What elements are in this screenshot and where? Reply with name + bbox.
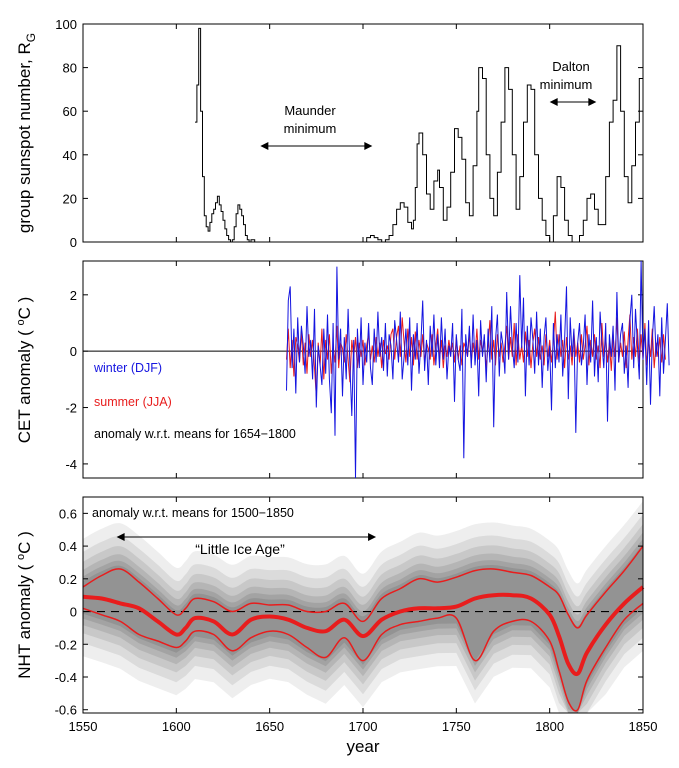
arrow-head-left xyxy=(116,533,125,541)
lia-label: “Little Ice Age” xyxy=(195,541,285,557)
y-tick-label: 40 xyxy=(63,148,77,163)
ensemble-band xyxy=(83,514,643,713)
y-tick-label: -0.2 xyxy=(55,637,77,652)
sunspot-y-ticks: 0 20 40 60 80 100 xyxy=(55,17,643,250)
nht-lower-bound-line xyxy=(82,602,644,712)
cet-panel: -4 -2 0 2 CET anomaly ( oC ) winter (DJF) s… xyxy=(15,260,670,479)
ensemble-band xyxy=(83,543,643,713)
nht-upper-bound-line xyxy=(82,545,644,629)
arrow-head-right xyxy=(588,98,597,106)
nht-panel: -0.6-0.4-0.200.20.40.6 1550 1600 1650 1700 1… xyxy=(15,496,658,756)
x-tick-label: 1850 xyxy=(629,719,658,734)
sunspot-panel: 0 20 40 60 80 100 group sunspot number, RG Ma… xyxy=(15,17,644,250)
dalton-label-line2: minimum xyxy=(540,77,593,92)
sunspot-plot-frame xyxy=(82,23,644,243)
y-tick-label: -2 xyxy=(65,401,77,416)
y-tick-label: 2 xyxy=(70,288,77,303)
x-tick-label: 1600 xyxy=(162,719,191,734)
nht-y-label-unit: C ) xyxy=(15,531,34,554)
cet-winter-line xyxy=(286,260,670,479)
x-tick-label: 1800 xyxy=(535,719,564,734)
y-tick-label: 0.4 xyxy=(59,539,77,554)
ensemble-band xyxy=(83,538,643,713)
x-tick-label: 1650 xyxy=(255,719,284,734)
maunder-label-line1: Maunder xyxy=(284,103,336,118)
sunspot-x-ticks xyxy=(82,24,644,242)
y-tick-label: 0.2 xyxy=(59,572,77,587)
ensemble-band xyxy=(83,501,643,713)
cet-legend-winter: winter (DJF) xyxy=(93,361,162,375)
sunspot-y-label: group sunspot number, RG xyxy=(15,33,38,233)
y-tick-label: 0.6 xyxy=(59,506,77,521)
cet-summer-line xyxy=(286,311,666,397)
ensemble-band xyxy=(83,524,643,713)
lia-arrow xyxy=(116,533,377,541)
dalton-label-line1: Dalton xyxy=(552,59,590,74)
y-tick-label: 60 xyxy=(63,104,77,119)
sunspot-line xyxy=(195,27,644,243)
nht-x-ticks: 1550 1600 1650 1700 1750 1800 1850 xyxy=(69,497,658,734)
y-tick-label: -0.4 xyxy=(55,670,77,685)
x-tick-label: 1750 xyxy=(442,719,471,734)
cet-y-label: CET anomaly ( oC ) xyxy=(15,297,34,444)
arrow-head-right xyxy=(368,533,377,541)
nht-y-label: NHT anomaly ( oC ) xyxy=(15,531,34,679)
y-tick-label: 0 xyxy=(70,235,77,250)
arrow-head-right xyxy=(364,142,373,150)
maunder-label-line2: minimum xyxy=(284,121,337,136)
y-tick-label: 0 xyxy=(70,605,77,620)
dalton-arrow xyxy=(549,98,597,106)
arrow-head-left xyxy=(549,98,558,106)
y-tick-label: 0 xyxy=(70,344,77,359)
x-tick-label: 1700 xyxy=(349,719,378,734)
x-tick-label: 1550 xyxy=(69,719,98,734)
nht-x-label: year xyxy=(346,737,379,756)
cet-y-label-unit: C ) xyxy=(15,297,34,320)
y-tick-label: 20 xyxy=(63,191,77,206)
y-tick-label: -4 xyxy=(65,457,77,472)
arrow-head-left xyxy=(260,142,269,150)
maunder-arrow xyxy=(260,142,373,150)
sunspot-y-label-subscript: G xyxy=(24,33,38,42)
y-tick-label: -0.6 xyxy=(55,703,77,718)
cet-legend-note: anomaly w.r.t. means for 1654−1800 xyxy=(94,427,296,441)
nht-y-ticks: -0.6 -0.4 -0.2 0 0.2 0.4 0.6 xyxy=(55,506,643,718)
y-tick-label: 100 xyxy=(55,17,77,32)
nht-note: anomaly w.r.t. means for 1500−1850 xyxy=(92,506,294,520)
cet-x-ticks xyxy=(82,261,644,478)
nht-ensemble-shading xyxy=(83,501,643,713)
ensemble-band xyxy=(83,532,643,713)
y-tick-label: 80 xyxy=(63,61,77,76)
cet-legend-summer: summer (JJA) xyxy=(94,395,172,409)
nht-mean-line xyxy=(82,585,645,677)
